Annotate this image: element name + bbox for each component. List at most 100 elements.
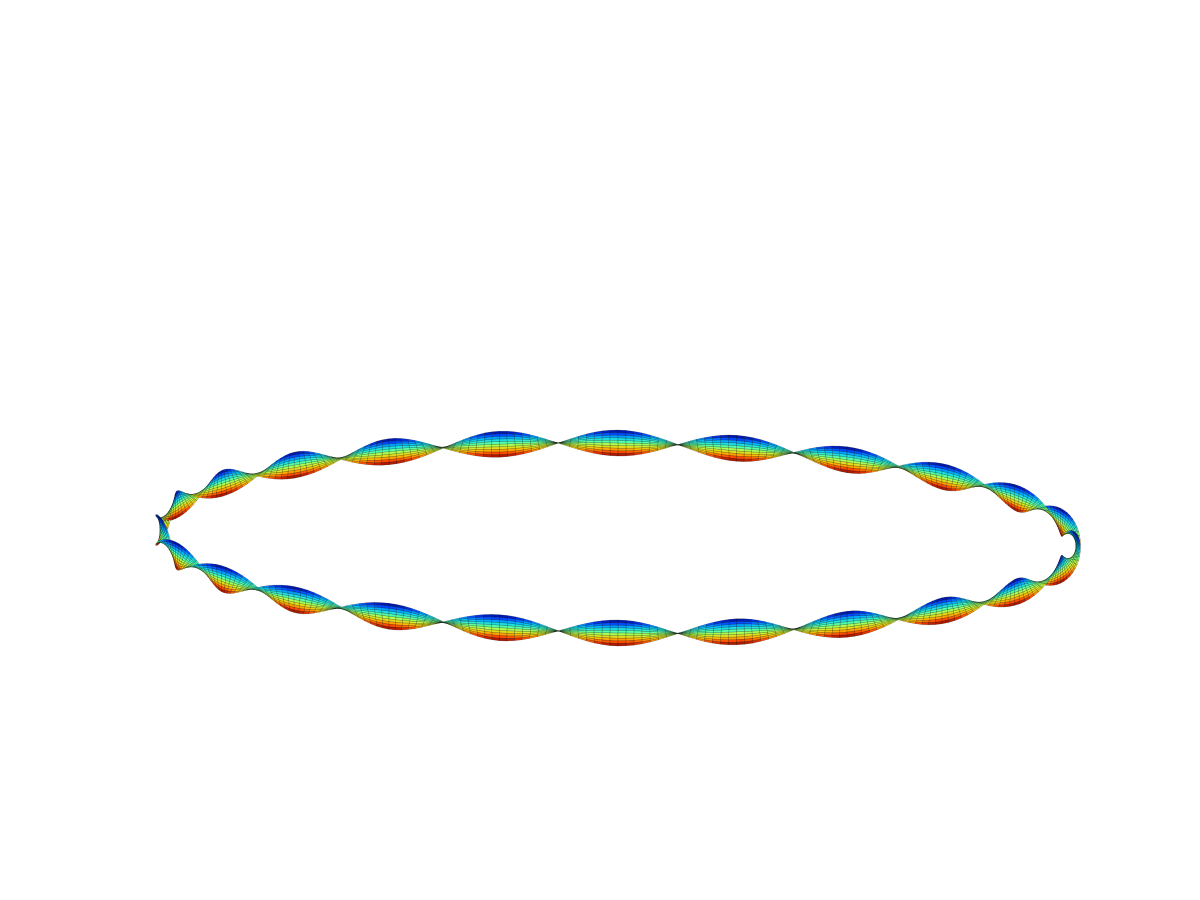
surface-facet	[736, 435, 745, 439]
surface-facet	[304, 455, 311, 459]
surface-facet	[401, 627, 409, 631]
surface-facet	[601, 630, 611, 633]
surface-facet	[617, 638, 627, 641]
surface-facet	[955, 598, 962, 602]
surface-facet	[758, 454, 767, 457]
surface-facet	[633, 443, 643, 446]
surface-facet	[633, 445, 643, 449]
surface-facet	[736, 623, 745, 627]
surface-facet	[395, 445, 403, 449]
surface-facet	[617, 622, 627, 626]
surface-facet	[483, 621, 492, 625]
surface-facet	[601, 435, 611, 439]
surface-facet	[514, 443, 524, 447]
surface-facet	[720, 434, 729, 438]
surface-facet	[950, 488, 957, 492]
surface-facet	[743, 623, 752, 627]
surface-facet	[625, 447, 635, 451]
surface-facet	[704, 442, 714, 445]
surface-facet	[475, 619, 484, 622]
ribbon-surface	[155, 429, 1081, 647]
surface-facet	[351, 603, 360, 607]
surface-facet	[601, 632, 611, 636]
surface-facet	[274, 587, 283, 590]
surface-facet	[617, 627, 627, 631]
surface-facet	[736, 641, 745, 645]
surface-facet	[416, 621, 425, 624]
surface-facet	[483, 446, 492, 450]
surface-facet	[736, 631, 745, 635]
surface-facet	[401, 438, 409, 442]
surface-facet	[483, 614, 492, 618]
surface-facet	[609, 640, 619, 644]
surface-facet	[366, 457, 375, 461]
surface-facet	[373, 462, 382, 466]
surface-facet	[395, 440, 403, 444]
surface-facet	[609, 630, 619, 634]
surface-facet	[506, 436, 515, 440]
surface-facet	[366, 602, 375, 606]
surface-facet	[157, 514, 160, 519]
surface-facet	[816, 448, 826, 452]
surface-facet	[728, 457, 737, 462]
surface-facet	[483, 444, 492, 448]
surface-facet	[609, 627, 619, 631]
surface-facet	[499, 443, 508, 447]
surface-facet	[609, 619, 619, 623]
surface-facet	[633, 633, 643, 636]
surface-facet	[617, 640, 627, 644]
surface-facet	[617, 429, 627, 434]
surface-facet	[491, 454, 500, 458]
surface-facet	[805, 457, 815, 463]
surface-facet	[720, 634, 729, 638]
surface-facet	[315, 457, 324, 460]
surface-facet	[358, 461, 367, 465]
surface-facet	[545, 438, 555, 443]
surface-facet	[483, 449, 492, 453]
surface-facet	[1056, 524, 1059, 530]
surface-facet	[609, 632, 619, 636]
surface-facet	[824, 632, 833, 636]
surface-facet	[585, 440, 595, 443]
surface-facet	[506, 438, 515, 442]
surface-facet	[499, 441, 508, 445]
surface-facet	[625, 630, 635, 634]
surface-facet	[649, 631, 659, 634]
surface-facet	[751, 454, 760, 457]
surface-facet	[506, 638, 515, 642]
surface-facet	[483, 454, 492, 458]
surface-facet	[633, 630, 643, 634]
surface-facet	[366, 606, 375, 610]
surface-facet	[876, 625, 885, 631]
surface-facet	[712, 634, 722, 638]
surface-facet	[381, 461, 390, 466]
surface-facet	[421, 441, 430, 445]
surface-facet	[298, 610, 305, 615]
surface-facet	[577, 440, 587, 443]
surface-facet	[360, 455, 369, 459]
surface-facet	[993, 482, 1000, 485]
surface-facet	[309, 455, 317, 458]
surface-facet	[353, 456, 362, 459]
surface-facet	[201, 563, 208, 566]
surface-facet	[865, 468, 873, 472]
surface-facet	[366, 462, 375, 466]
surface-facet	[824, 448, 833, 451]
surface-facet	[915, 475, 923, 481]
surface-facet	[728, 434, 737, 439]
surface-facet	[373, 602, 382, 606]
surface-facet	[499, 635, 508, 639]
surface-facet	[303, 451, 310, 454]
surface-facet	[308, 451, 315, 455]
surface-facet	[852, 610, 860, 614]
surface-facet	[831, 445, 840, 449]
surface-facet	[303, 608, 311, 612]
surface-facet	[309, 607, 317, 610]
surface-facet	[736, 626, 745, 630]
surface-facet	[625, 445, 635, 449]
surface-facet	[308, 611, 315, 615]
surface-facet	[395, 624, 403, 628]
surface-facet	[358, 602, 367, 606]
surface-facet	[176, 490, 180, 494]
